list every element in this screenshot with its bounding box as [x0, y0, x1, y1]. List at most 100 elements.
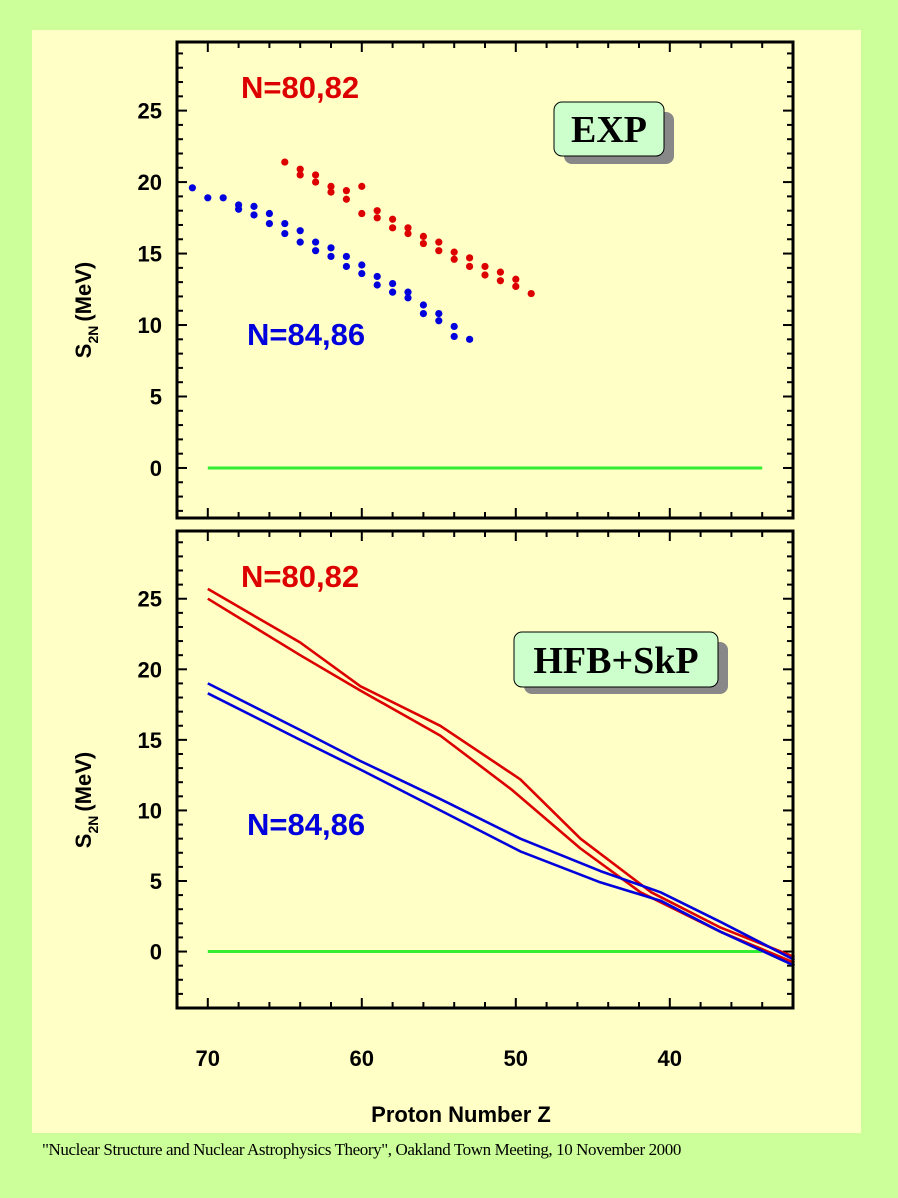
data-point-n-80-82 — [373, 214, 381, 222]
bottom-x-tick-labels: 70 60 50 40 — [196, 1046, 682, 1071]
data-point-n-84-86 — [419, 309, 427, 318]
data-point-n-80-82 — [481, 262, 489, 271]
data-point-n-80-82 — [389, 224, 397, 232]
data-point-n-80-82 — [358, 182, 366, 190]
data-point-n-80-82 — [312, 178, 320, 186]
data-point-n-84-86 — [204, 194, 212, 202]
svg-text:S2N(MeV): S2N (MeV) — [71, 752, 101, 848]
data-point-n-80-82 — [281, 158, 289, 166]
data-point-n-80-82 — [327, 188, 335, 196]
top-y-axis-title: S2N (MeV) — [71, 262, 101, 358]
bottom-series-label-red: N=80,82 — [241, 559, 359, 594]
series-line-n-80 — [207, 587, 796, 959]
x-tick-label: 40 — [658, 1046, 682, 1071]
data-point-n-80-82 — [496, 268, 504, 276]
data-point-n-84-86 — [327, 252, 335, 261]
top-axis-ticks — [177, 42, 794, 518]
exp-badge-box — [553, 101, 665, 157]
data-point-n-80-82 — [450, 248, 458, 256]
data-point-n-84-86 — [281, 229, 289, 238]
y-tick-label: 20 — [138, 170, 162, 195]
data-point-n-80-82 — [435, 238, 443, 246]
data-point-n-84-86 — [419, 301, 427, 309]
data-point-n-80-82 — [404, 229, 412, 238]
series-line-n-86 — [207, 692, 796, 967]
data-point-n-80-82 — [404, 224, 412, 232]
data-point-n-80-82 — [389, 215, 397, 223]
hfb-badge-box — [513, 631, 719, 688]
data-point-n-84-86 — [342, 262, 350, 271]
data-point-n-84-86 — [219, 194, 227, 202]
data-point-n-84-86 — [265, 219, 273, 228]
data-point-n-80-82 — [327, 182, 335, 190]
exp-badge-label: EXP — [571, 109, 647, 151]
data-point-n-84-86 — [404, 294, 412, 302]
data-point-n-80-82 — [435, 247, 443, 255]
y-axis-sub: 2N — [85, 816, 101, 834]
data-point-n-84-86 — [450, 332, 458, 341]
data-point-n-84-86 — [250, 211, 258, 219]
hfb-badge-label: HFB+SkP — [533, 640, 698, 682]
data-point-n-84-86 — [373, 272, 381, 281]
chart-panel: 0 5 10 15 20 25 N=80,82 N=84,86 EXP S2N(MeV) … — [32, 30, 861, 1133]
data-point-n-80-82 — [527, 289, 535, 298]
data-point-n-80-82 — [373, 207, 381, 215]
data-point-n-80-82 — [512, 275, 520, 283]
y-tick-label: 0 — [150, 940, 162, 965]
y-tick-label: 5 — [150, 384, 162, 409]
y-axis-sub: 2N — [85, 326, 101, 344]
data-point-n-84-86 — [250, 202, 258, 210]
data-point-n-80-82 — [342, 187, 350, 195]
x-tick-label: 50 — [504, 1046, 528, 1071]
data-point-n-80-82 — [512, 282, 520, 291]
x-axis-title: Proton Number Z — [371, 1102, 551, 1127]
data-point-n-80-82 — [481, 271, 489, 279]
data-point-n-80-82 — [466, 262, 474, 271]
y-tick-label: 10 — [138, 313, 162, 338]
hfb-badge: HFB+SkP — [513, 631, 728, 694]
data-point-n-84-86 — [342, 252, 350, 261]
y-tick-label: 20 — [138, 657, 162, 682]
y-tick-label: 15 — [138, 728, 162, 753]
data-point-n-84-86 — [450, 322, 458, 331]
data-point-n-80-82 — [496, 277, 504, 285]
data-point-n-84-86 — [358, 261, 366, 269]
data-point-n-84-86 — [188, 184, 196, 192]
svg-text:S2N(MeV): S2N (MeV) — [71, 262, 101, 358]
top-series-label-red: N=80,82 — [241, 70, 359, 105]
data-point-n-84-86 — [435, 309, 443, 318]
data-point-n-84-86 — [404, 288, 412, 296]
top-plot-frame — [175, 40, 795, 520]
data-point-n-84-86 — [389, 279, 397, 288]
data-point-n-80-82 — [466, 254, 474, 262]
data-point-n-84-86 — [312, 247, 320, 255]
bottom-y-axis-title: S2N (MeV) — [71, 752, 101, 848]
data-point-n-84-86 — [373, 281, 381, 289]
bottom-plot-frame — [175, 529, 795, 1010]
bottom-series-label-blue: N=84,86 — [247, 807, 365, 842]
y-axis-unit: (MeV) — [71, 752, 96, 812]
data-point-n-84-86 — [296, 238, 304, 246]
footer-citation: "Nuclear Structure and Nuclear Astrophys… — [42, 1140, 681, 1159]
data-point-n-84-86 — [389, 288, 397, 296]
data-point-n-84-86 — [281, 219, 289, 228]
y-axis-main: S — [71, 344, 96, 359]
y-tick-label: 0 — [150, 456, 162, 481]
data-point-n-80-82 — [296, 165, 304, 173]
data-point-n-84-86 — [327, 244, 335, 252]
data-point-n-84-86 — [265, 209, 273, 218]
top-plot: 0 5 10 15 20 25 N=80,82 N=84,86 EXP S2N (MeV) — [71, 40, 795, 520]
y-tick-label: 5 — [150, 869, 162, 894]
y-tick-label: 15 — [138, 242, 162, 267]
y-axis-unit: (MeV) — [71, 262, 96, 322]
data-point-n-80-82 — [419, 232, 427, 241]
data-point-n-80-82 — [296, 171, 304, 179]
series-line-n-84 — [207, 682, 796, 962]
data-point-n-80-82 — [342, 195, 350, 203]
data-point-n-80-82 — [419, 239, 427, 248]
x-tick-label: 60 — [350, 1046, 374, 1071]
bottom-y-tick-labels: 0 5 10 15 20 25 — [138, 587, 162, 965]
data-point-n-84-86 — [358, 269, 366, 278]
exp-badge: EXP — [553, 101, 674, 164]
bottom-plot: 0 5 10 15 20 25 70 60 50 40 N=80,82 N=84,86 HFB+… — [71, 529, 796, 1127]
